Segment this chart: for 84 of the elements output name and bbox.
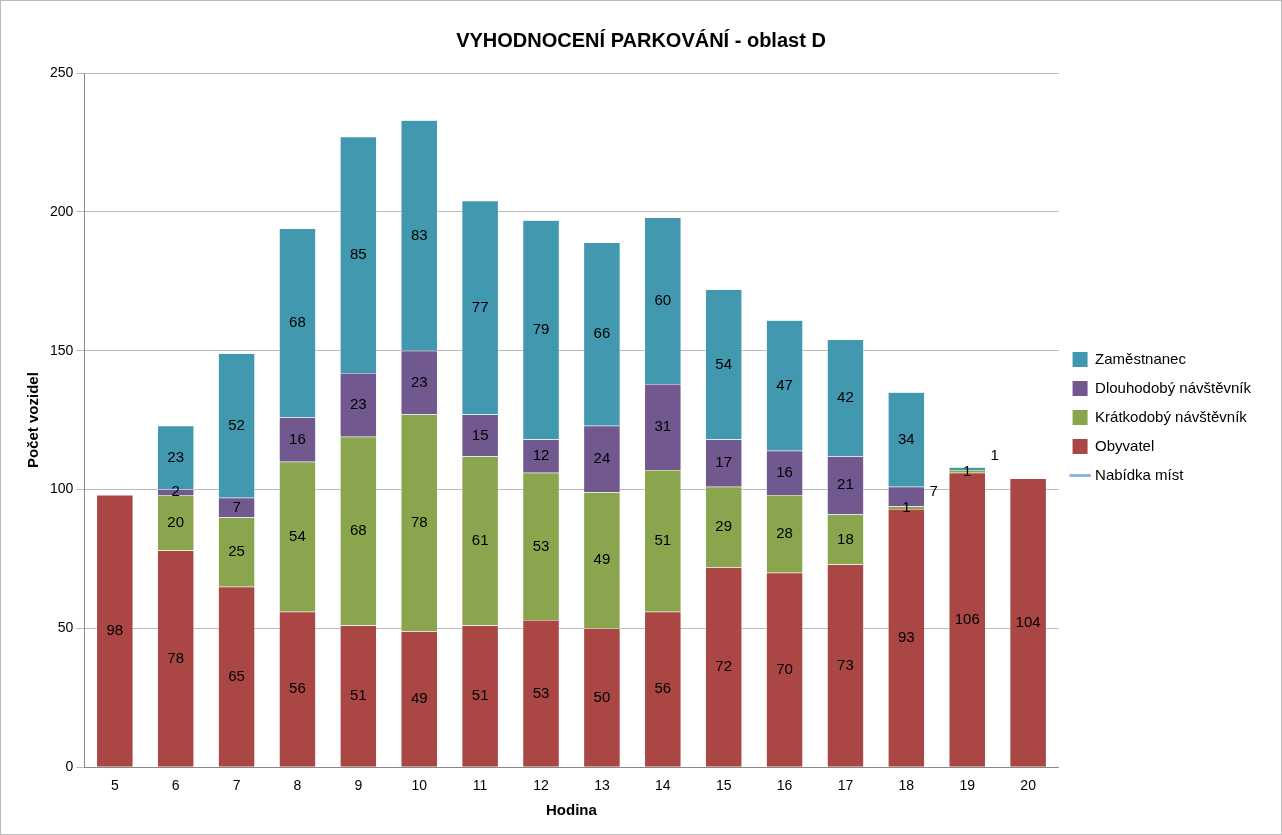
data-label: 16 — [776, 463, 793, 480]
data-label: 12 — [532, 446, 550, 464]
data-label: 50 — [593, 687, 611, 705]
data-label: 78 — [410, 512, 428, 530]
legend-label: Dlouhodobý návštěvník — [1095, 378, 1252, 396]
data-label: 54 — [289, 526, 306, 544]
data-label: 29 — [715, 517, 733, 535]
y-tick-label: 250 — [50, 63, 74, 80]
data-label: 49 — [593, 550, 611, 568]
x-axis-title: Hodina — [546, 801, 598, 819]
y-tick-label: 50 — [57, 619, 74, 636]
x-tick-label: 17 — [837, 777, 854, 794]
legend-label: Obyvatel — [1095, 436, 1155, 454]
x-tick-label: 12 — [533, 777, 550, 794]
data-label: 61 — [471, 531, 489, 549]
data-label: 54 — [715, 354, 733, 372]
data-label: 53 — [532, 683, 550, 701]
x-tick-label: 14 — [655, 777, 671, 794]
data-label: 106 — [954, 609, 980, 627]
x-tick-label: 10 — [411, 777, 428, 794]
x-tick-label: 8 — [293, 777, 302, 794]
data-label: 24 — [593, 449, 611, 467]
data-label: 51 — [471, 686, 489, 704]
legend-label: Krátkodobý návštěvník — [1095, 407, 1248, 425]
data-label: 85 — [350, 245, 367, 263]
data-label: 49 — [410, 689, 428, 707]
y-tick-label: 150 — [50, 341, 74, 358]
data-label: 83 — [410, 225, 428, 243]
data-label: 60 — [654, 290, 672, 308]
legend-label: Zaměstnanec — [1095, 349, 1187, 367]
data-label: 17 — [715, 453, 733, 471]
data-label: 51 — [350, 686, 367, 704]
x-tick-label: 9 — [354, 777, 363, 794]
data-label: 65 — [228, 666, 245, 684]
data-label: 42 — [837, 388, 854, 406]
x-tick-label: 18 — [898, 777, 915, 794]
x-tick-label: 16 — [776, 777, 793, 794]
data-label: 23 — [167, 447, 185, 465]
data-label: 18 — [837, 529, 854, 547]
x-tick-label: 20 — [1020, 777, 1037, 794]
data-label: 21 — [837, 475, 854, 493]
data-label: 56 — [289, 679, 306, 697]
x-tick-label: 13 — [594, 777, 610, 794]
data-label: 34 — [898, 429, 915, 447]
x-tick-label: 15 — [715, 777, 732, 794]
data-label: 78 — [167, 648, 185, 666]
data-label: 68 — [289, 313, 306, 331]
data-label: 7 — [232, 497, 241, 515]
data-label: 77 — [471, 297, 489, 315]
data-label: 7 — [929, 481, 938, 499]
data-label: 56 — [654, 679, 672, 697]
data-label: 15 — [471, 425, 489, 443]
data-label: 51 — [654, 531, 672, 549]
x-tick-label: 11 — [472, 777, 488, 794]
legend-label: Nabídka míst — [1095, 465, 1185, 483]
data-label: 20 — [167, 512, 185, 530]
y-tick-label: 100 — [50, 480, 74, 497]
data-label: 98 — [106, 621, 124, 639]
data-label: 52 — [228, 415, 245, 433]
data-label: 68 — [350, 521, 367, 539]
data-label: 25 — [228, 542, 245, 560]
data-label: 47 — [776, 375, 793, 393]
x-tick-label: 19 — [959, 777, 976, 794]
data-label: 73 — [837, 655, 854, 673]
data-label: 53 — [532, 536, 550, 554]
data-label: 23 — [350, 394, 367, 412]
data-label: 16 — [289, 429, 306, 447]
data-label: 104 — [1015, 612, 1041, 630]
y-axis-title: Počet vozidel — [24, 372, 42, 469]
data-label: 93 — [898, 627, 915, 645]
chart-title: VYHODNOCENÍ PARKOVÁNÍ - oblast D — [456, 28, 826, 51]
data-label: 1 — [990, 445, 999, 463]
data-label: 23 — [410, 372, 428, 390]
data-label: 79 — [532, 319, 550, 337]
data-label: 70 — [776, 659, 793, 677]
data-label: 66 — [593, 324, 611, 342]
data-label: 72 — [715, 657, 733, 675]
data-label: 31 — [654, 417, 672, 435]
y-tick-label: 0 — [65, 758, 74, 775]
data-label: 28 — [776, 524, 793, 542]
y-tick-label: 200 — [50, 202, 74, 219]
x-tick-label: 7 — [232, 777, 241, 794]
x-tick-label: 6 — [171, 777, 180, 794]
x-tick-label: 5 — [110, 777, 119, 794]
